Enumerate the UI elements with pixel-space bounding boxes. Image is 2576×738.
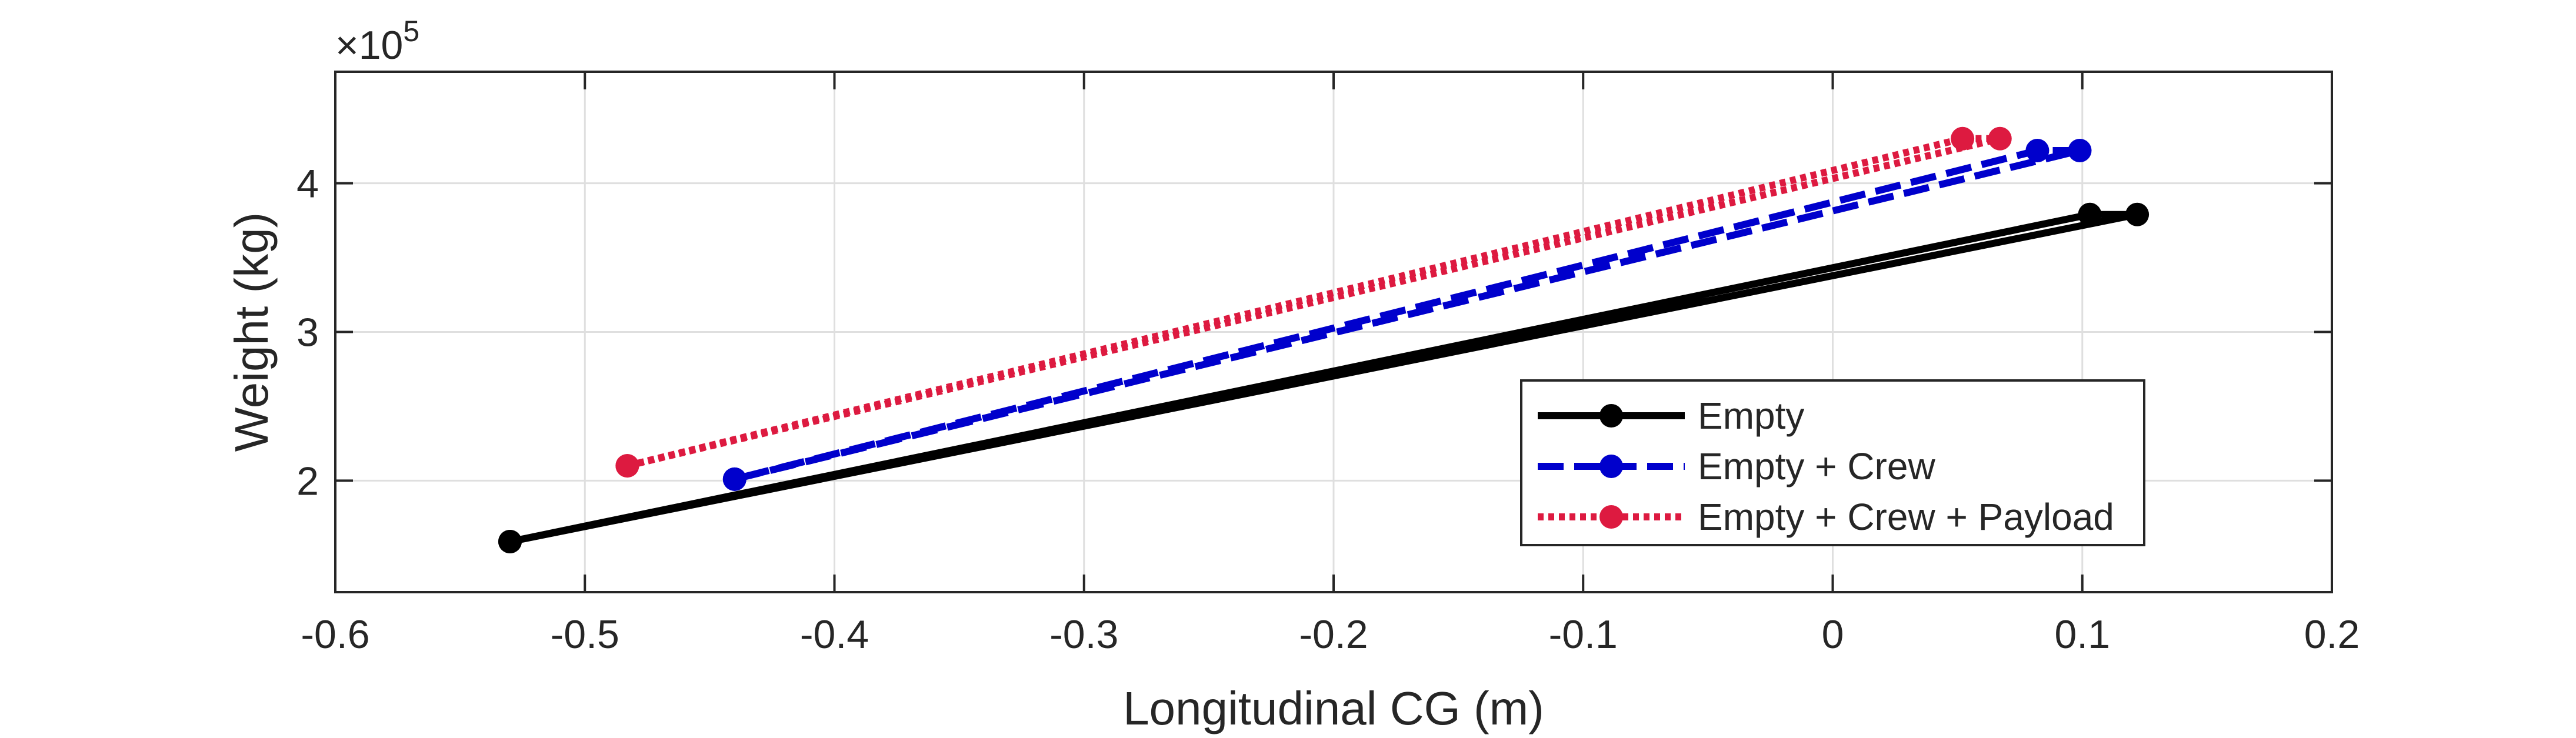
x-tick-label: 0.2 [2304,612,2360,657]
data-point [1951,126,1975,151]
legend-marker [1599,505,1623,529]
data-point [498,530,522,554]
y-exponent-power: 5 [403,15,419,48]
x-tick-label: 0 [1822,612,1844,657]
x-axis-title: Longitudinal CG (m) [1123,682,1544,734]
legend-item: Empty [1538,395,1804,437]
x-tick-label: -0.6 [301,612,369,657]
legend-marker [1599,404,1623,428]
data-point [615,454,639,478]
tick-labels: -0.6 -0.5 -0.4 -0.3 -0.2 -0.1 0 0.1 0.2 2 3 4 [296,162,2360,657]
data-point [2068,139,2092,163]
y-tick-label: 4 [296,162,319,206]
ticks [334,72,2333,592]
x-tick-label: -0.2 [1299,612,1368,657]
series-line [734,147,2084,483]
series-layer [498,126,2150,554]
x-tick-label: -0.3 [1049,612,1118,657]
data-point [2078,202,2102,226]
legend-label: Empty [1698,395,1804,437]
data-point [1988,126,2012,151]
legend-item: Empty + Crew + Payload [1538,496,2114,538]
legend-label: Empty + Crew + Payload [1698,496,2114,538]
y-axis-title: Weight (kg) [225,212,278,452]
legend-item: Empty + Crew [1538,445,1935,487]
x-tick-label: -0.4 [800,612,869,657]
series-empty-crew-payload [615,126,2012,478]
legend-label: Empty + Crew [1698,445,1935,487]
series-empty [498,202,2150,554]
x-tick-label: -0.5 [551,612,619,657]
series-empty-crew [722,139,2092,491]
legend: Empty Empty + Crew Empty + Crew + Payload [1520,379,2145,546]
data-point [722,467,747,491]
x-tick-label: -0.1 [1549,612,1618,657]
y-exponent-base: ×10 [335,23,403,68]
y-tick-label: 3 [296,310,319,355]
legend-marker [1599,455,1623,478]
data-point [2125,202,2150,226]
y-axis-exponent: ×105 [335,15,419,68]
data-point [2025,139,2050,163]
x-tick-label: 0.1 [2054,612,2110,657]
series-line [509,211,2141,545]
series-line [626,135,2004,469]
y-tick-label: 2 [296,459,319,503]
